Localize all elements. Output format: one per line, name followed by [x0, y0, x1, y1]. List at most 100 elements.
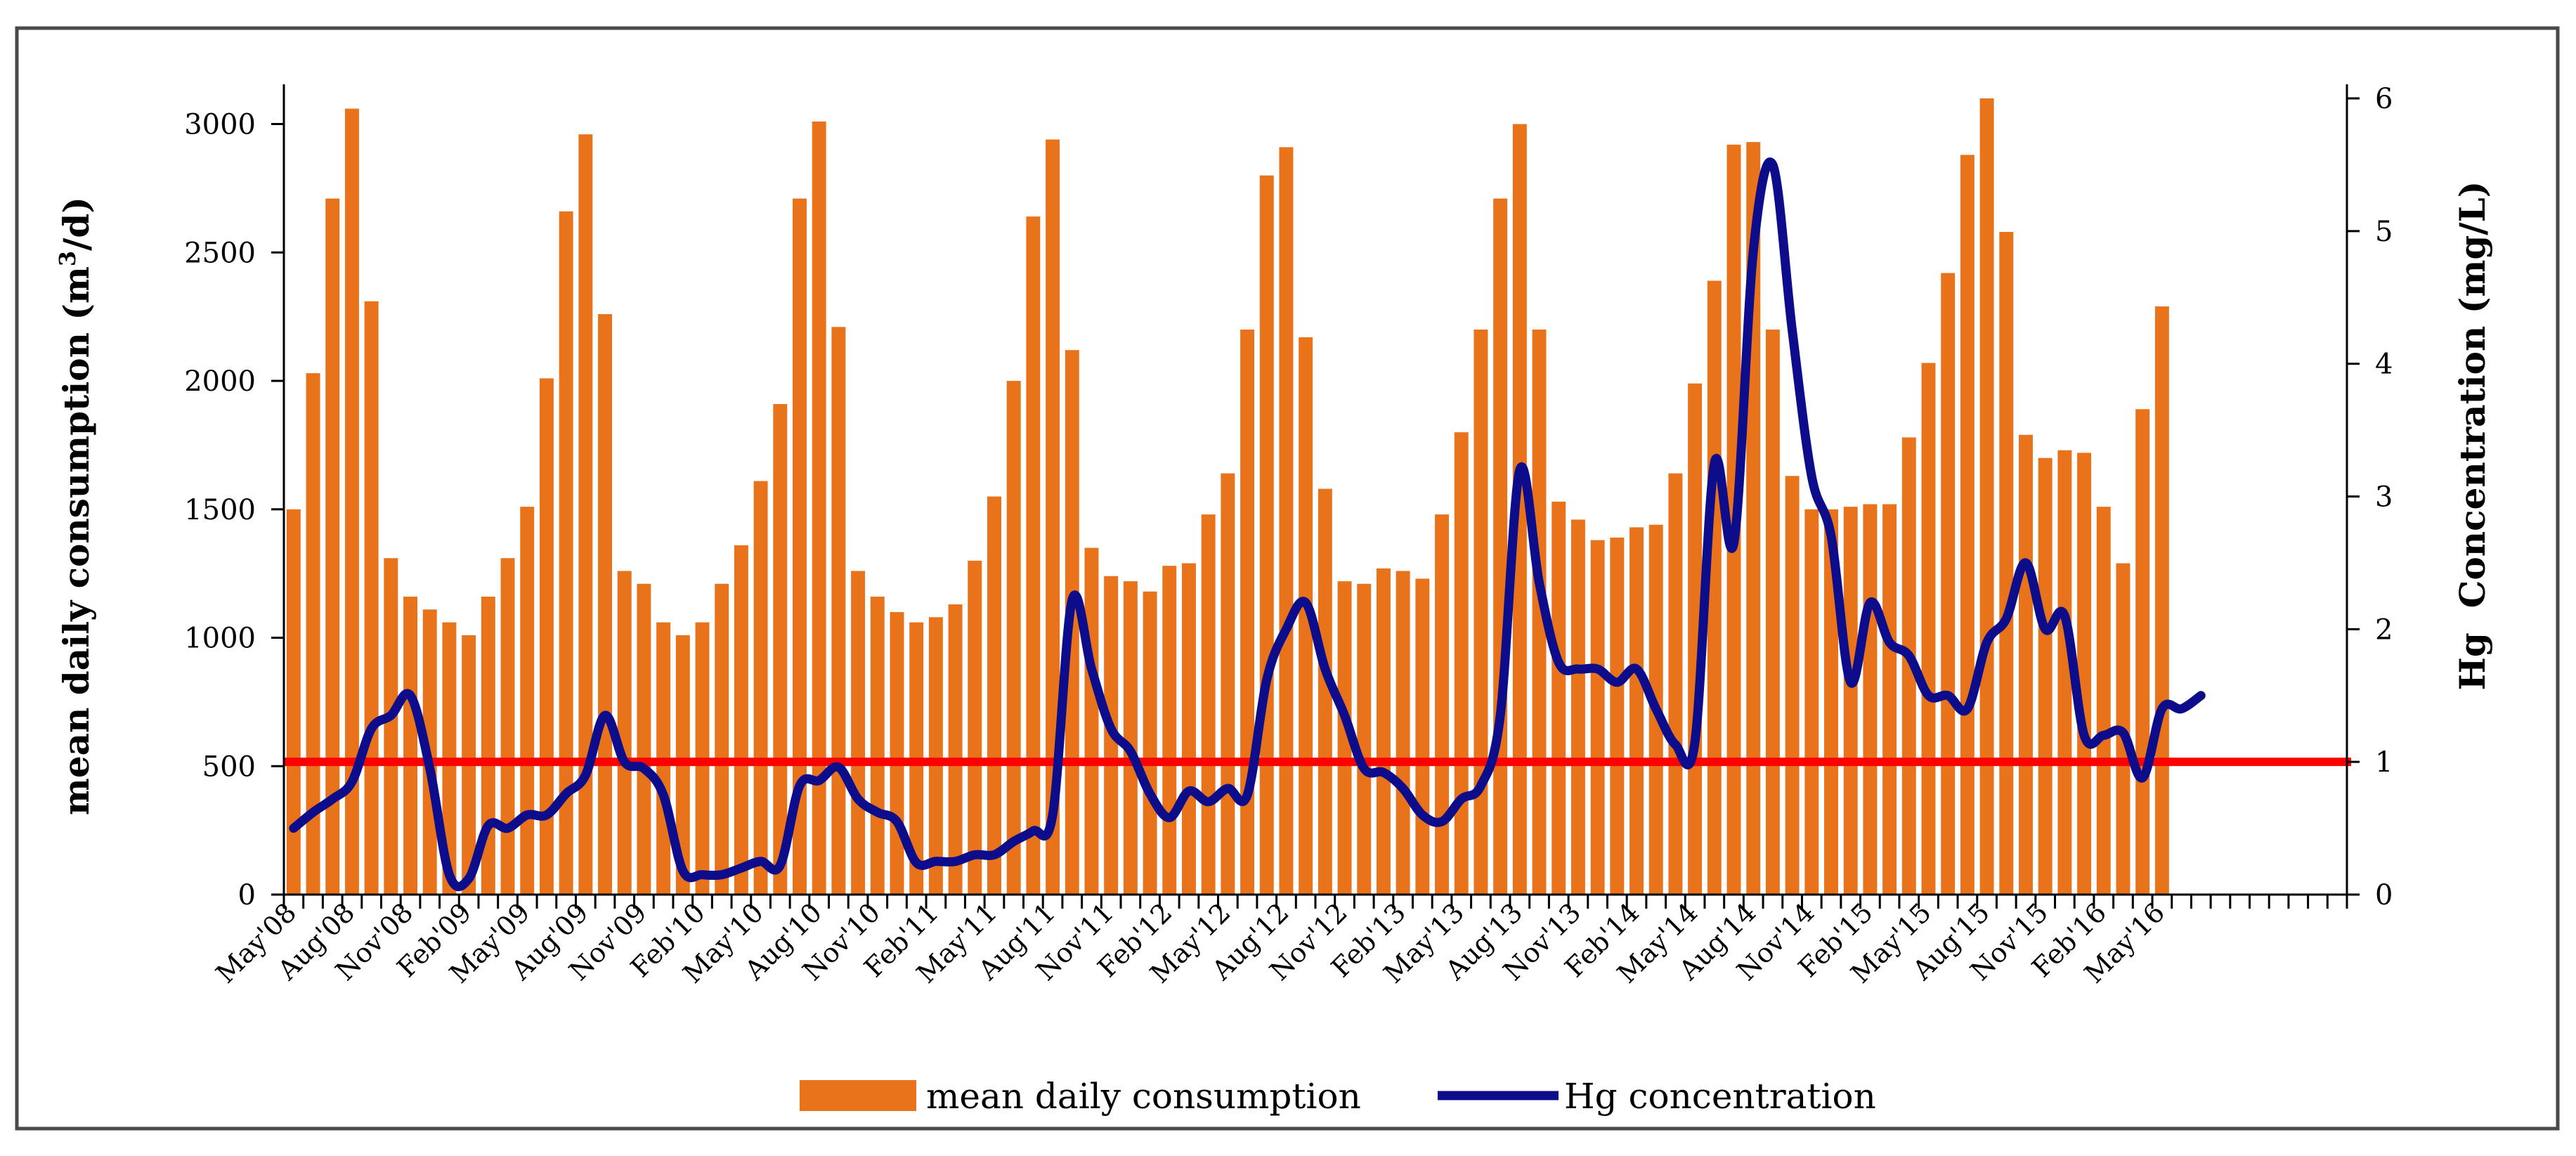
consumption-bar — [637, 583, 651, 895]
consumption-bar — [1882, 504, 1897, 895]
consumption-bar — [1279, 147, 1294, 895]
left-axis-title: mean daily consumption (m3/d) — [54, 197, 97, 815]
right-axis-tick-label: 0 — [2375, 879, 2393, 911]
consumption-bar — [1921, 363, 1936, 895]
left-axis-tick-label: 0 — [238, 879, 256, 911]
consumption-bar — [1979, 98, 1994, 895]
consumption-bar — [1357, 583, 1372, 895]
consumption-bar — [364, 301, 379, 895]
consumption-bar — [598, 314, 612, 895]
consumption-bar — [1162, 566, 1177, 895]
consumption-bar — [1181, 563, 1196, 895]
right-axis-tick-label: 3 — [2375, 481, 2393, 514]
consumption-bar — [403, 597, 418, 895]
consumption-bar — [987, 496, 1001, 895]
left-axis-tick-label: 2000 — [184, 365, 256, 398]
consumption-bar — [1084, 547, 1099, 895]
consumption-bar — [500, 558, 515, 895]
consumption-bar — [1240, 329, 1255, 895]
consumption-bar — [1046, 139, 1060, 895]
consumption-bar — [1474, 329, 1488, 895]
consumption-bar — [1454, 432, 1469, 895]
consumption-bar — [928, 617, 943, 895]
consumption-bar — [1824, 509, 1838, 895]
legend-label-hg: Hg concentration — [1564, 1076, 1876, 1117]
consumption-bar — [1396, 571, 1410, 895]
right-axis-tick-label: 1 — [2375, 746, 2393, 779]
consumption-bar — [2038, 457, 2053, 895]
consumption-bar — [851, 571, 866, 895]
consumption-bar — [1532, 329, 1547, 895]
consumption-bar — [1318, 488, 1332, 895]
consumption-bar — [1201, 514, 1216, 895]
right-axis-tick-label: 4 — [2375, 349, 2393, 381]
left-axis-tick-label: 3000 — [184, 109, 256, 141]
consumption-bar — [344, 108, 359, 895]
consumption-bar — [1221, 473, 1235, 895]
consumption-bar — [1707, 280, 1722, 895]
consumption-bar — [286, 509, 301, 895]
consumption-bar — [1668, 473, 1683, 895]
consumption-bar — [617, 571, 632, 895]
consumption-bar — [715, 583, 729, 895]
consumption-bar — [831, 327, 846, 895]
consumption-bar — [1123, 581, 1138, 895]
consumption-bar — [1610, 537, 1625, 895]
left-axis-tick-label: 2500 — [184, 237, 256, 269]
consumption-bar — [1804, 509, 1819, 895]
consumption-bar — [1785, 476, 1800, 895]
consumption-bar — [325, 198, 340, 895]
consumption-bar — [1901, 437, 1916, 895]
hg-concentration-line — [289, 157, 2206, 892]
consumption-bar — [1590, 540, 1605, 895]
consumption-bar — [1415, 578, 1430, 895]
right-axis-tick-label: 2 — [2375, 613, 2393, 646]
consumption-bar — [968, 560, 982, 895]
consumption-bar — [1435, 514, 1450, 895]
legend-label-consumption: mean daily consumption — [926, 1076, 1361, 1117]
consumption-bar — [1337, 581, 1352, 895]
consumption-bar — [2057, 450, 2072, 895]
consumption-bar — [2135, 409, 2150, 895]
consumption-bar — [734, 545, 748, 895]
left-axis-tick-label: 1500 — [184, 494, 256, 526]
consumption-bar — [1552, 501, 1566, 895]
consumption-bar — [1843, 507, 1858, 895]
consumption-bar — [1259, 175, 1274, 895]
left-axis-title-prefix: mean daily consumption (m — [56, 266, 97, 815]
consumption-bar — [948, 604, 963, 895]
consumption-bar — [1299, 337, 1313, 895]
consumption-bar — [1629, 527, 1644, 895]
consumption-bar — [2019, 434, 2033, 895]
left-axis-title-suffix: /d) — [56, 197, 97, 251]
consumption-bar — [1863, 504, 1878, 895]
right-axis-tick-label: 5 — [2375, 216, 2393, 248]
consumption-bar — [1999, 232, 2014, 895]
left-axis-tick-label: 500 — [202, 751, 256, 783]
consumption-bar — [2077, 453, 2092, 895]
consumption-bar — [870, 597, 885, 895]
consumption-bar — [578, 134, 593, 895]
left-axis-tick-label: 1000 — [184, 623, 256, 655]
consumption-bar — [890, 611, 904, 895]
consumption-bar — [520, 507, 535, 895]
consumption-bar — [1570, 519, 1585, 895]
consumption-bar — [2154, 306, 2169, 895]
consumption-bar — [2096, 507, 2111, 895]
consumption-bar — [1006, 381, 1021, 895]
consumption-bar — [1026, 216, 1041, 895]
consumption-bar — [1512, 124, 1527, 895]
legend: mean daily consumption Hg concentration — [800, 1076, 1876, 1117]
consumption-bar — [1143, 591, 1157, 895]
consumption-bar — [1765, 329, 1780, 895]
legend-swatch-consumption — [800, 1080, 916, 1111]
consumption-bar — [1493, 198, 1508, 895]
consumption-bar — [793, 198, 807, 895]
right-axis-tick-label: 6 — [2375, 83, 2393, 115]
hg-concentration-line-layer — [289, 157, 2206, 892]
left-axis-title-superscript: 3 — [54, 251, 81, 266]
consumption-bar — [384, 558, 398, 895]
consumption-bar — [773, 403, 788, 895]
